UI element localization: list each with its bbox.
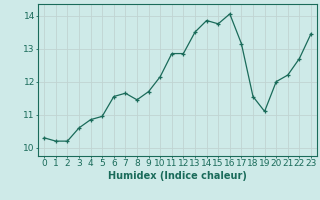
X-axis label: Humidex (Indice chaleur): Humidex (Indice chaleur): [108, 171, 247, 181]
